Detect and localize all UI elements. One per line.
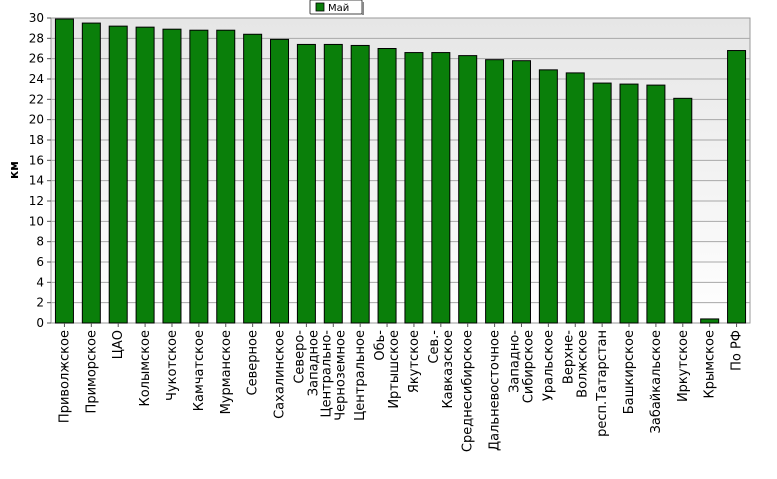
y-tick-label: 6 [36, 255, 44, 269]
plot-area [50, 17, 751, 324]
x-tick-label: Северо-Западное [292, 330, 321, 397]
legend[interactable]: Май [309, 0, 364, 15]
bar[interactable] [189, 29, 209, 324]
y-tick-label: 22 [29, 92, 44, 106]
bar[interactable] [108, 25, 128, 324]
legend-label: Май [328, 3, 349, 14]
x-tick-label: Уральское [541, 330, 556, 401]
bar[interactable] [350, 44, 370, 324]
bar[interactable] [511, 60, 531, 324]
y-tick-label: 26 [29, 52, 44, 66]
x-tick-label: респ.Татарстан [595, 330, 610, 437]
x-tick-label: По РФ [730, 330, 745, 371]
x-tick-label: Верхне-Волжское [561, 330, 590, 398]
y-tick-label: 8 [36, 235, 44, 249]
bar[interactable] [431, 52, 451, 324]
x-tick-label: Приморское [84, 330, 99, 413]
bar[interactable] [592, 82, 612, 324]
bar[interactable] [727, 50, 747, 324]
bar[interactable] [565, 72, 585, 324]
x-tick-label: Чукотское [165, 330, 180, 401]
x-tick-label: Колымское [138, 330, 153, 407]
bar[interactable] [377, 48, 397, 324]
x-tick-label: Центрально-Черноземное [319, 330, 348, 421]
x-tick-label: Обь-Иртышское [373, 330, 402, 409]
x-tick-label: Башкирское [622, 330, 637, 414]
y-tick-label: 2 [36, 296, 44, 310]
bar[interactable] [673, 97, 693, 324]
y-tick-label: 10 [29, 214, 44, 228]
bar[interactable] [243, 33, 263, 324]
y-axis-title: км [7, 161, 21, 179]
x-tick-label: Северное [246, 330, 261, 395]
x-tick-label: ЦАО [111, 330, 126, 359]
y-tick-label: 30 [29, 11, 44, 25]
y-tick-label: 12 [29, 194, 44, 208]
y-tick-label: 20 [29, 113, 44, 127]
bar[interactable] [323, 43, 343, 324]
bar[interactable] [538, 69, 558, 324]
x-tick-label: Дальневосточное [488, 330, 503, 451]
x-tick-label: Центральное [353, 330, 368, 421]
x-tick-label: Среднесибирское [461, 330, 476, 452]
y-tick-label: 16 [29, 153, 44, 167]
y-tick-label: 28 [29, 31, 44, 45]
bar[interactable] [270, 38, 290, 324]
bar[interactable] [81, 22, 101, 324]
bar[interactable] [216, 29, 236, 324]
y-tick-label: 18 [29, 133, 44, 147]
bar[interactable] [54, 18, 74, 324]
x-tick-label: Мурманское [219, 330, 234, 414]
bar[interactable] [162, 28, 182, 324]
x-tick-label: Приволжское [57, 330, 72, 423]
x-tick-label: Иркутское [676, 330, 691, 402]
x-axis-ticks: Приволжское Приморское ЦАО Колымское Чукотск… [57, 323, 745, 452]
bar[interactable] [458, 55, 478, 324]
legend-shadow [362, 2, 364, 15]
x-tick-label: Западно-Сибирское [507, 330, 536, 404]
y-tick-label: 14 [29, 174, 44, 188]
x-tick-label: Сев.-Кавказское [427, 330, 456, 409]
bar[interactable] [485, 59, 505, 324]
bar[interactable] [700, 318, 720, 324]
bar[interactable] [135, 26, 155, 324]
y-tick-label: 24 [29, 72, 44, 86]
bar[interactable] [404, 52, 424, 324]
x-tick-label: Забайкальское [649, 330, 664, 433]
bar[interactable] [646, 84, 666, 324]
x-tick-label: Камчатское [192, 330, 207, 411]
bar[interactable] [619, 83, 639, 324]
bar[interactable] [296, 43, 316, 324]
y-tick-label: 0 [36, 316, 44, 330]
y-tick-label: 4 [36, 275, 44, 289]
legend-swatch [315, 2, 325, 12]
x-tick-label: Сахалинское [273, 330, 288, 419]
x-tick-label: Якутское [407, 330, 422, 393]
x-tick-label: Крымское [703, 330, 718, 399]
